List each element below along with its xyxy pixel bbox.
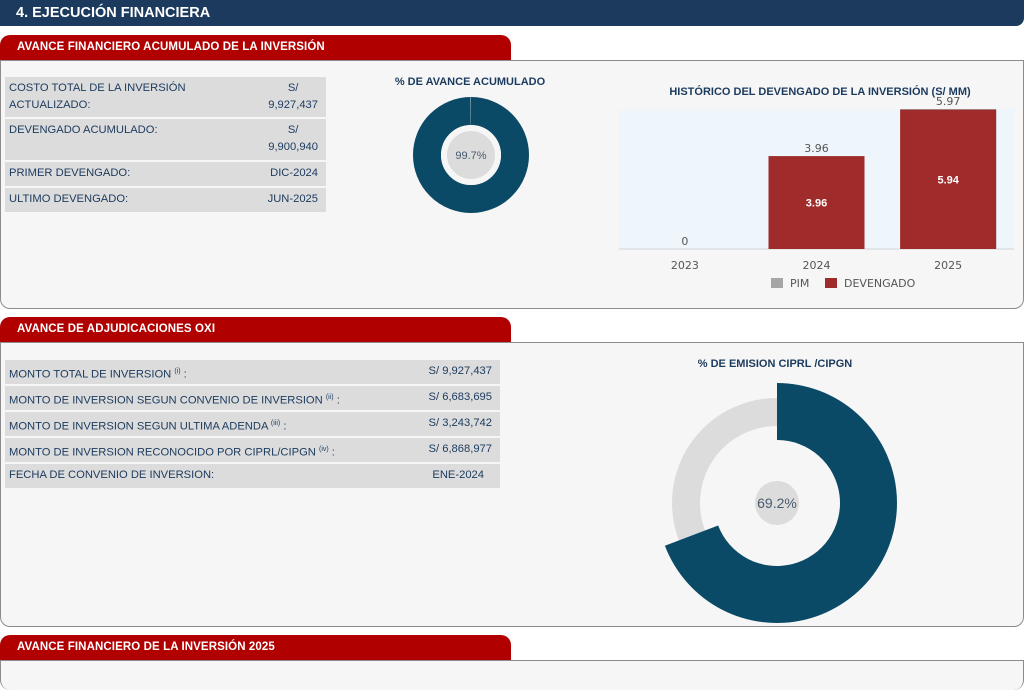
row-value: S/ 6,868,977 [428, 443, 492, 455]
amount: 9,900,940 [268, 141, 318, 153]
row-label: MONTO DE INVERSION SEGUN CONVENIO DE INV… [9, 394, 340, 407]
donut-label: 99.7% [455, 150, 486, 162]
row-value: S/9,927,437 [260, 77, 326, 117]
tab-avance-adjudicaciones[interactable]: AVANCE DE ADJUDICACIONES OXI [0, 317, 511, 343]
data-label-pim: 0 [681, 235, 688, 248]
footnote-ref: (iii) [270, 420, 281, 427]
row-label: MONTO DE INVERSION SEGUN ULTIMA ADENDA (… [9, 420, 287, 433]
row-label: PRIMER DEVENGADO: [9, 167, 131, 179]
adjudicaciones-table: MONTO TOTAL DE INVERSION (i) : S/ 9,927,… [5, 360, 500, 490]
tab-label: AVANCE FINANCIERO DE LA INVERSIÓN 2025 [17, 641, 275, 653]
table-row: COSTO TOTAL DE LA INVERSIÓN ACTUALIZADO:… [5, 77, 326, 117]
legend-swatch-pim [771, 278, 783, 288]
row-label: ULTIMO DEVENGADO: [9, 193, 129, 205]
row-value: S/ 6,683,695 [428, 391, 492, 403]
row-value: S/9,900,940 [260, 119, 326, 160]
currency: S/ [287, 124, 299, 136]
data-label-pim: 5.97 [936, 96, 961, 108]
footnote-ref: (ii) [325, 394, 334, 401]
row-label: COSTO TOTAL DE LA INVERSIÓN ACTUALIZADO: [9, 82, 186, 111]
tab-avance-financiero-acumulado[interactable]: AVANCE FINANCIERO ACUMULADO DE LA INVERS… [0, 35, 511, 61]
row-value: JUN-2025 [267, 193, 318, 205]
legend-label-pim: PIM [790, 277, 809, 290]
bar-devengado [900, 109, 997, 249]
donut-arc [413, 97, 529, 213]
bar-chart-devengado: 0 2023 3.96 3.96 2024 5.97 5.94 2025 PIM DEVENG… [619, 96, 1014, 290]
section-title: 4. EJECUCIÓN FINANCIERA [16, 5, 211, 21]
donut-title: % DE EMISION CIPRL /CIPGN [697, 358, 853, 370]
financial-summary-table: COSTO TOTAL DE LA INVERSIÓN ACTUALIZADO:… [5, 77, 326, 214]
table-row: MONTO DE INVERSION RECONOCIDO POR CIPRL/… [5, 438, 500, 462]
donut-label: 69.2% [757, 495, 797, 511]
donut-center [447, 131, 495, 179]
x-tick-label: 2024 [803, 259, 831, 272]
table-row: ULTIMO DEVENGADO: JUN-2025 [5, 188, 326, 212]
x-tick-label: 2023 [671, 259, 699, 272]
data-label-devengado: 3.96 [806, 198, 827, 210]
row-value: S/ 3,243,742 [428, 417, 492, 429]
table-row: FECHA DE CONVENIO DE INVERSION: ENE-2024 [5, 464, 500, 488]
table-row: DEVENGADO ACUMULADO: S/9,900,940 [5, 119, 326, 160]
row-label: MONTO DE INVERSION RECONOCIDO POR CIPRL/… [9, 446, 335, 459]
donut-arc [664, 383, 897, 623]
label-text: MONTO DE INVERSION SEGUN CONVENIO DE INV… [9, 394, 323, 407]
tab-label: AVANCE FINANCIERO ACUMULADO DE LA INVERS… [17, 41, 325, 53]
progress-donut-emision: 69.2% [664, 383, 897, 623]
x-tick-label: 2025 [934, 259, 962, 272]
amount: 9,927,437 [268, 99, 318, 111]
data-label-pim: 3.96 [804, 142, 829, 155]
chart-title: HISTÓRICO DEL DEVENGADO DE LA INVERSIÓN … [669, 86, 971, 98]
row-value: ENE-2024 [432, 469, 484, 481]
donut-title: % DE AVANCE ACUMULADO [394, 76, 546, 88]
row-label: DEVENGADO ACUMULADO: [9, 124, 158, 136]
row-label: MONTO TOTAL DE INVERSION (i) : [9, 368, 187, 381]
progress-donut-avance: 99.7% [413, 97, 529, 213]
table-row: PRIMER DEVENGADO: DIC-2024 [5, 162, 326, 186]
legend-swatch-devengado [825, 278, 837, 288]
currency: S/ [287, 82, 299, 94]
data-label-devengado: 5.94 [937, 174, 959, 186]
row-value: DIC-2024 [270, 167, 318, 179]
tab-avance-financiero-2025[interactable]: AVANCE FINANCIERO DE LA INVERSIÓN 2025 [0, 635, 511, 661]
tab-label: AVANCE DE ADJUDICACIONES OXI [17, 323, 216, 335]
panel-avance-2025 [0, 660, 1024, 690]
table-row: MONTO DE INVERSION SEGUN ULTIMA ADENDA (… [5, 412, 500, 436]
table-row: MONTO TOTAL DE INVERSION (i) : S/ 9,927,… [5, 360, 500, 384]
section-header-bar: 4. EJECUCIÓN FINANCIERA [0, 0, 1024, 26]
label-text: MONTO DE INVERSION RECONOCIDO POR CIPRL/… [9, 446, 316, 459]
table-row: MONTO DE INVERSION SEGUN CONVENIO DE INV… [5, 386, 500, 410]
row-value: S/ 9,927,437 [428, 365, 492, 377]
row-label: FECHA DE CONVENIO DE INVERSION: [9, 469, 215, 481]
donut-center [755, 481, 799, 525]
label-text: MONTO TOTAL DE INVERSION [9, 368, 172, 381]
footnote-ref: (iv) [318, 446, 329, 453]
bar-devengado [768, 156, 865, 249]
legend-label-devengado: DEVENGADO [844, 277, 916, 290]
footnote-ref: (i) [174, 368, 181, 375]
label-text: MONTO DE INVERSION SEGUN ULTIMA ADENDA [9, 420, 268, 433]
